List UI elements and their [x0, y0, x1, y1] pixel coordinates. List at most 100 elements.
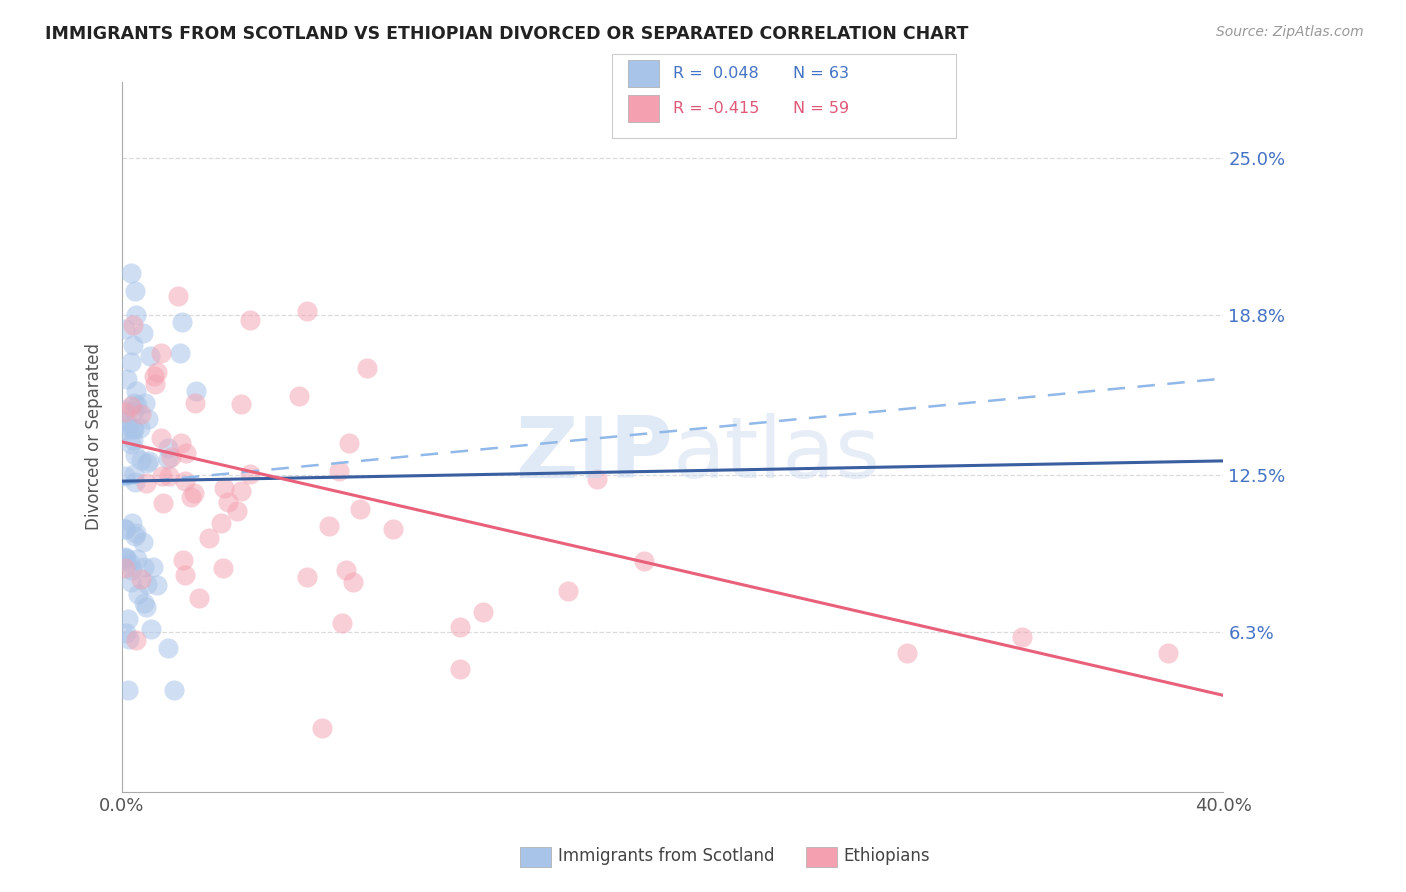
Point	[146, 578, 169, 592]
Point	[156, 452, 179, 467]
Point	[114, 468, 136, 483]
Text: N = 59: N = 59	[793, 102, 849, 116]
Point	[157, 441, 180, 455]
Point	[170, 315, 193, 329]
Point	[231, 397, 253, 411]
Point	[132, 596, 155, 610]
Point	[122, 338, 145, 352]
Point	[288, 389, 311, 403]
Point	[1011, 630, 1033, 644]
Point	[114, 423, 136, 437]
Point	[121, 434, 143, 448]
Point	[135, 476, 157, 491]
Point	[146, 365, 169, 379]
Point	[114, 322, 136, 336]
Point	[311, 722, 333, 736]
Point	[134, 560, 156, 574]
Point	[337, 435, 360, 450]
Text: Source: ZipAtlas.com: Source: ZipAtlas.com	[1216, 25, 1364, 39]
Point	[134, 396, 156, 410]
Point	[122, 404, 145, 418]
Point	[449, 662, 471, 676]
Text: Immigrants from Scotland: Immigrants from Scotland	[558, 847, 775, 865]
Point	[122, 396, 145, 410]
Point	[356, 360, 378, 375]
Point	[330, 615, 353, 630]
Point	[122, 467, 145, 481]
Point	[183, 486, 205, 500]
Point	[115, 413, 138, 427]
Point	[142, 560, 165, 574]
Point	[124, 475, 146, 489]
Point	[127, 398, 149, 412]
Point	[114, 522, 136, 536]
Point	[174, 567, 197, 582]
Point	[125, 308, 148, 322]
Point	[449, 620, 471, 634]
Point	[1157, 647, 1180, 661]
Text: ZIP: ZIP	[515, 413, 672, 496]
Point	[141, 622, 163, 636]
Point	[239, 467, 262, 481]
Point	[124, 284, 146, 298]
Text: Ethiopians: Ethiopians	[844, 847, 931, 865]
Point	[125, 525, 148, 540]
Point	[131, 326, 153, 340]
Point	[121, 422, 143, 436]
Point	[125, 632, 148, 647]
Point	[114, 550, 136, 565]
Point	[135, 577, 157, 591]
Point	[172, 553, 194, 567]
Point	[342, 575, 364, 590]
Point	[160, 450, 183, 464]
Point	[114, 403, 136, 417]
Point	[120, 437, 142, 451]
Point	[132, 535, 155, 549]
Point	[295, 304, 318, 318]
Point	[318, 519, 340, 533]
Point	[150, 469, 173, 483]
Point	[117, 683, 139, 698]
Point	[115, 550, 138, 565]
Point	[211, 516, 233, 530]
Point	[127, 587, 149, 601]
Point	[143, 376, 166, 391]
Point	[136, 412, 159, 426]
Y-axis label: Divorced or Separated: Divorced or Separated	[86, 343, 103, 531]
Point	[173, 474, 195, 488]
Point	[125, 384, 148, 398]
Point	[150, 346, 173, 360]
Text: R = -0.415: R = -0.415	[673, 102, 759, 116]
Text: IMMIGRANTS FROM SCOTLAND VS ETHIOPIAN DIVORCED OR SEPARATED CORRELATION CHART: IMMIGRANTS FROM SCOTLAND VS ETHIOPIAN DI…	[45, 25, 969, 43]
Point	[117, 632, 139, 647]
Point	[139, 349, 162, 363]
Point	[114, 561, 136, 575]
Point	[335, 563, 357, 577]
Point	[167, 289, 190, 303]
Point	[142, 368, 165, 383]
Text: R =  0.048: R = 0.048	[673, 66, 759, 80]
Point	[120, 556, 142, 570]
Point	[121, 563, 143, 577]
Point	[122, 422, 145, 436]
Point	[896, 646, 918, 660]
Point	[149, 431, 172, 445]
Point	[125, 552, 148, 566]
Point	[128, 421, 150, 435]
Point	[138, 454, 160, 468]
Point	[226, 504, 249, 518]
Point	[115, 626, 138, 640]
Point	[382, 522, 405, 536]
Point	[114, 552, 136, 566]
Point	[114, 523, 136, 537]
Point	[214, 481, 236, 495]
Point	[124, 448, 146, 462]
Point	[157, 640, 180, 655]
Point	[120, 266, 142, 280]
Point	[121, 516, 143, 530]
Point	[180, 490, 202, 504]
Point	[239, 313, 262, 327]
Point	[217, 495, 239, 509]
Point	[121, 318, 143, 333]
Point	[152, 496, 174, 510]
